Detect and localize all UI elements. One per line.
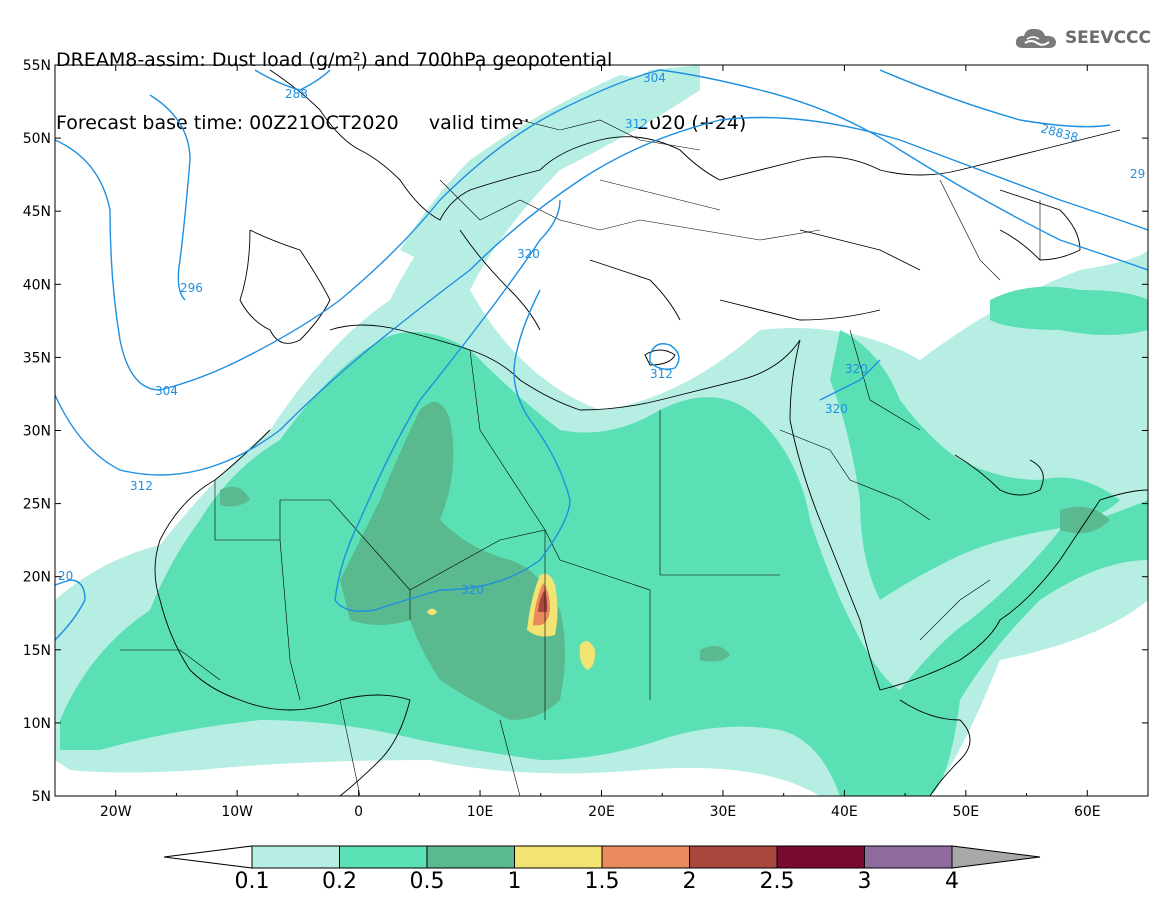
colorbar-label: 2.5	[760, 869, 795, 894]
lon-tick-label: 0	[354, 804, 363, 820]
colorbar-segment	[514, 845, 603, 869]
lat-tick-label: 15N	[23, 643, 51, 659]
dust-band-dark	[340, 402, 565, 720]
colorbar-segment	[601, 845, 690, 869]
logo-text: SEEVCCC	[1064, 28, 1151, 48]
contour-312	[55, 116, 1148, 476]
colorbar-label: 0.2	[322, 869, 357, 894]
colorbar-label: 0.5	[410, 869, 445, 894]
lat-tick-label: 20N	[23, 570, 51, 586]
contour-label: 320	[461, 583, 484, 597]
lat-tick-label: 45N	[23, 204, 51, 220]
lat-tick-label: 55N	[23, 58, 51, 74]
lon-tick-label: 50E	[952, 804, 979, 820]
contour-288-ne	[879, 69, 1111, 128]
lat-tick-label: 5N	[32, 789, 51, 805]
colorbar-low-arrow	[163, 845, 253, 869]
contour-label: 320	[825, 402, 848, 416]
contour-label: 320	[845, 362, 868, 376]
contour-320-b	[334, 289, 571, 612]
dust-band-dark-3	[700, 646, 730, 662]
colorbar-label: 4	[945, 869, 959, 894]
contour-label: 20	[58, 569, 73, 583]
lon-tick-label: 20E	[588, 804, 615, 820]
lon-axis: 20W 10W 0 10E 20E 30E 40E 50E 60E	[54, 65, 1149, 820]
contour-label: 29	[1130, 167, 1145, 181]
colorbar-segment	[251, 845, 340, 869]
dust-band-light-europe	[400, 75, 660, 270]
contour-label: 304	[155, 384, 178, 398]
colorbar-label: 2	[683, 869, 697, 894]
lat-tick-label: 40N	[23, 277, 51, 293]
lon-tick-label: 30E	[710, 804, 737, 820]
dust-band-medium-caspian	[990, 286, 1148, 335]
dust-band-dark-4	[1060, 506, 1110, 534]
lat-tick-label: 10N	[23, 716, 51, 732]
contour-label: 288	[285, 87, 308, 101]
contour-label: 320	[517, 247, 540, 261]
lon-tick-label: 10W	[221, 804, 253, 820]
seevccc-logo: SEEVCCC	[1013, 24, 1151, 52]
colorbar: 0.1 0.2 0.5 1 1.5 2 2.5 3 4	[163, 845, 1041, 894]
colorbar-segment	[339, 845, 428, 869]
contour-288-nw	[55, 579, 86, 641]
dust-band-dark-2	[220, 486, 250, 507]
colorbar-high-arrow	[951, 845, 1041, 869]
lat-tick-label: 30N	[23, 424, 51, 440]
colorbar-segment	[689, 845, 778, 869]
contour-296	[149, 94, 191, 301]
contour-label: 312	[130, 479, 153, 493]
cloud-logo-icon	[1015, 28, 1056, 48]
lat-tick-label: 25N	[23, 497, 51, 513]
contour-320-east	[819, 359, 881, 401]
dust-band-medium	[60, 332, 1148, 796]
contour-label: 312	[625, 117, 648, 131]
contour-304-west	[55, 69, 1148, 391]
coastlines	[154, 69, 1148, 796]
colorbar-label: 1.5	[585, 869, 620, 894]
lon-tick-label: 20W	[100, 804, 132, 820]
lon-tick-label: 10E	[467, 804, 494, 820]
contour-288-top	[254, 69, 331, 91]
colorbar-segment	[864, 845, 953, 869]
lon-tick-label: 60E	[1074, 804, 1101, 820]
dust-band-medium-arabia	[830, 330, 1120, 600]
dust-core-yellow-2	[579, 641, 596, 670]
colorbar-label: 0.1	[235, 869, 270, 894]
contour-320	[334, 199, 561, 601]
geopotential-contours	[55, 69, 1148, 641]
contour-312-crete	[649, 343, 680, 370]
dust-core-yellow-3	[427, 608, 437, 615]
colorbar-label: 1	[508, 869, 522, 894]
contour-label: 28838	[1039, 121, 1080, 144]
contour-label: 296	[180, 281, 203, 295]
colorbar-label: 3	[858, 869, 872, 894]
lon-tick-label: 40E	[831, 804, 858, 820]
lat-axis: 5N 10N 15N 20N 25N 30N 35N 40N 45N 50N 55N	[23, 58, 1148, 805]
colorbar-segment	[426, 845, 515, 869]
colorbar-segment	[776, 845, 865, 869]
country-borders	[120, 119, 1041, 796]
contour-label: 312	[650, 367, 673, 381]
lat-tick-label: 50N	[23, 131, 51, 147]
lat-tick-label: 35N	[23, 350, 51, 366]
dust-field	[55, 65, 1148, 796]
contour-label: 304	[643, 71, 666, 85]
